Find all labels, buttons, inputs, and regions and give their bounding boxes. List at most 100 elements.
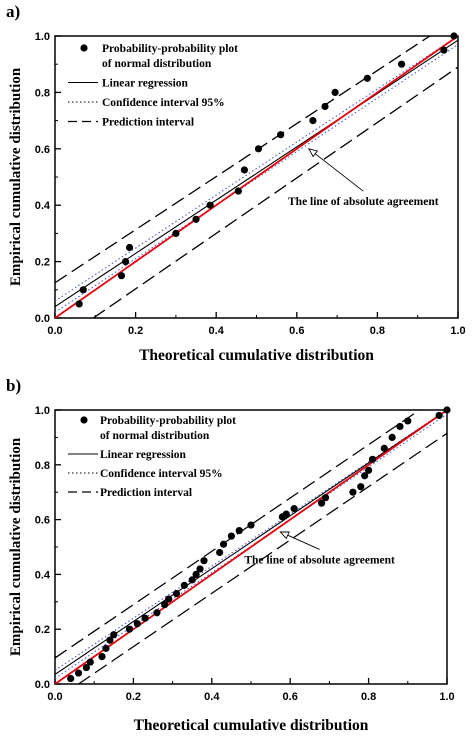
annotation-arrowhead (279, 531, 290, 540)
data-point (404, 417, 412, 425)
y-tick-label: 0.2 (35, 624, 50, 636)
annotation-label: The line of absolute agreement (244, 554, 395, 566)
legend-label-regression: Linear regression (102, 78, 189, 90)
data-point (443, 406, 451, 414)
data-point (79, 286, 87, 294)
y-axis-label: Empirical cumulative distribution (8, 67, 24, 286)
prediction-interval-upper (55, 410, 420, 659)
x-tick-label: 0.6 (283, 691, 298, 703)
x-tick-label: 0.8 (361, 691, 376, 703)
data-point (133, 620, 141, 628)
data-point (321, 494, 330, 502)
data-point (153, 609, 161, 617)
data-point (309, 117, 317, 125)
data-point (227, 532, 235, 540)
x-tick-label: 0.2 (126, 691, 141, 703)
data-point (321, 102, 329, 111)
data-point (216, 548, 224, 557)
data-point (192, 570, 200, 579)
annotation-arrowhead (308, 148, 319, 158)
data-point (86, 658, 94, 666)
data-point (388, 433, 396, 441)
data-point (74, 669, 83, 677)
legend-label-points-2: of normal distribution (102, 58, 212, 70)
data-point (450, 32, 458, 40)
y-tick-label: 1.0 (35, 405, 50, 417)
data-point (235, 526, 243, 535)
y-axis-label: Empirical cumulative distribution (8, 437, 24, 656)
legend-marker-points (80, 44, 88, 52)
x-tick-label: 0.6 (289, 325, 304, 337)
data-point (317, 499, 326, 507)
data-point (188, 576, 196, 584)
y-tick-label: 0.8 (35, 87, 50, 99)
prediction-interval-upper (55, 36, 431, 284)
data-point (200, 557, 208, 565)
data-point (396, 422, 404, 431)
x-tick-label: 0.8 (370, 325, 385, 337)
annotation-arrow (308, 148, 364, 192)
legend-label-confidence: Confidence interval 95% (102, 97, 225, 109)
data-point (165, 595, 173, 603)
data-point (435, 411, 443, 420)
legend-label-regression: Linear regression (100, 449, 187, 461)
legend-label-points: Probability-probability plot (102, 43, 238, 55)
data-point (196, 565, 204, 573)
data-point (247, 521, 255, 529)
data-point (161, 600, 169, 609)
panel-a: a) 0.0 0.2 0.4 0.6 0.8 1.0 0.0 0.2 0.4 0.6 0.8 1.0 Th… (6, 2, 466, 364)
panel-label: a) (6, 2, 20, 21)
data-point (357, 483, 365, 491)
x-tick-label: 1.0 (450, 325, 465, 337)
confidence-interval-upper (55, 36, 458, 302)
data-point (440, 46, 448, 54)
data-point (172, 589, 181, 598)
data-point (349, 488, 357, 496)
legend-label-confidence: Confidence interval 95% (100, 468, 223, 480)
confidence-interval-upper (55, 410, 447, 671)
prediction-interval-lower (92, 66, 458, 318)
data-point (234, 187, 242, 195)
data-point (102, 644, 110, 652)
y-tick-label: 0.4 (35, 569, 51, 581)
legend-label-prediction: Prediction interval (102, 117, 194, 129)
y-tick-label: 0.0 (35, 679, 50, 691)
data-point (290, 505, 298, 513)
data-point (125, 243, 134, 252)
annotation-label: The line of absolute agreement (288, 196, 439, 208)
data-point (240, 166, 249, 174)
x-tick-label: 0.4 (209, 325, 225, 337)
x-tick-label: 0.2 (128, 325, 143, 337)
legend-marker-points (80, 416, 88, 424)
y-tick-label: 0.0 (35, 313, 50, 325)
data-point (106, 636, 114, 644)
x-axis-label: Theoretical cumulative distribution (134, 717, 369, 734)
legend: Probability-probability plot of normal di… (68, 415, 236, 499)
confidence-interval-lower (55, 44, 458, 313)
legend-label-prediction: Prediction interval (100, 487, 192, 499)
data-point (172, 229, 180, 237)
y-tick-label: 0.8 (35, 460, 50, 472)
data-point (361, 472, 369, 480)
y-tick-label: 0.2 (35, 257, 50, 269)
data-point (125, 625, 134, 633)
data-point (363, 74, 371, 82)
data-point (121, 258, 130, 266)
data-point (117, 272, 126, 280)
data-point (206, 201, 214, 209)
data-point (141, 614, 149, 622)
data-point (110, 631, 118, 639)
x-tick-label: 1.0 (439, 691, 454, 703)
regression-line (55, 410, 447, 675)
absolute-agreement-line (55, 410, 447, 684)
data-point (82, 663, 90, 672)
data-point (331, 88, 339, 96)
y-tick-label: 0.6 (35, 144, 50, 156)
data-point (277, 131, 285, 139)
absolute-agreement-line (55, 36, 458, 318)
data-point (219, 540, 228, 548)
data-points (75, 32, 458, 308)
legend: Probability-probability plot of normal di… (68, 43, 238, 129)
legend-label-points-2: of normal distribution (100, 430, 210, 442)
